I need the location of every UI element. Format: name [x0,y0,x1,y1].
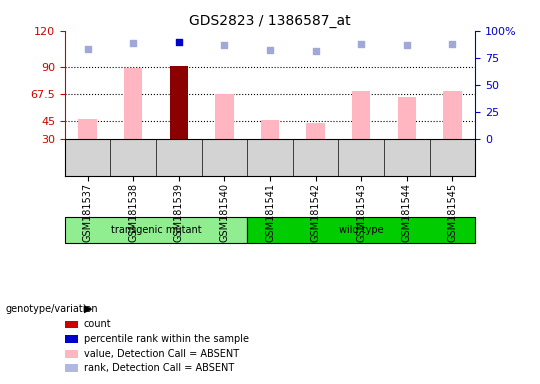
Point [357,41,366,47]
Text: rank, Detection Call = ABSENT: rank, Detection Call = ABSENT [84,363,234,373]
Title: GDS2823 / 1386587_at: GDS2823 / 1386587_at [189,14,351,28]
Text: genotype/variation: genotype/variation [5,304,98,314]
Bar [170,66,188,139]
Point [220,42,229,48]
FancyBboxPatch shape [247,217,475,243]
Point [402,42,411,48]
Bar [352,91,370,139]
Text: ▶: ▶ [84,304,92,314]
Point [311,48,320,55]
Bar [397,97,416,139]
Text: percentile rank within the sample: percentile rank within the sample [84,334,249,344]
Text: value, Detection Call = ABSENT: value, Detection Call = ABSENT [84,349,239,359]
Point [448,41,457,47]
FancyBboxPatch shape [65,217,247,243]
Text: transgenic mutant: transgenic mutant [111,225,201,235]
Bar [215,94,233,139]
Bar [78,119,97,139]
Bar [307,123,325,139]
Bar [261,120,279,139]
Point [174,38,183,45]
Point [83,46,92,52]
Bar [443,91,462,139]
Bar [124,68,143,139]
Text: wild type: wild type [339,225,383,235]
Point [129,40,138,46]
Text: count: count [84,319,111,329]
Point [266,47,274,53]
